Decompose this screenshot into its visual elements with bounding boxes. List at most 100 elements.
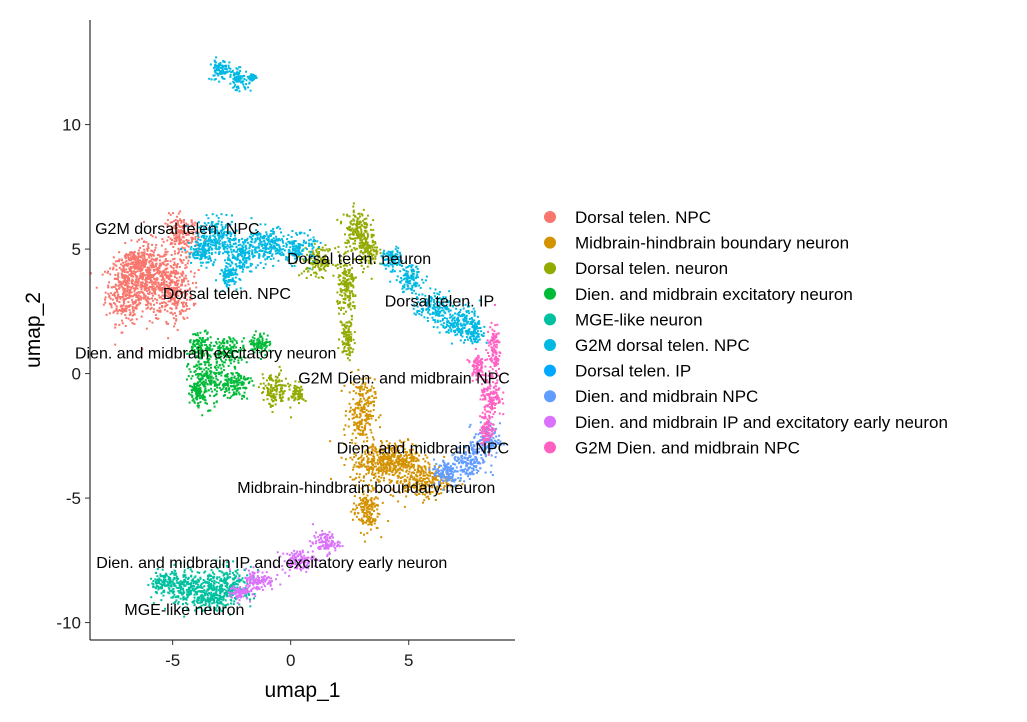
- data-point: [234, 387, 237, 390]
- data-point: [356, 425, 359, 428]
- data-point: [131, 270, 134, 273]
- data-point: [262, 387, 265, 390]
- data-point: [146, 303, 149, 306]
- data-point: [132, 261, 135, 264]
- data-point: [390, 448, 393, 451]
- data-point: [355, 504, 358, 507]
- data-point: [189, 583, 192, 586]
- data-point: [358, 503, 361, 506]
- data-point: [351, 227, 354, 230]
- data-point: [150, 274, 153, 277]
- data-point: [259, 334, 262, 337]
- data-point: [371, 246, 374, 249]
- data-point: [431, 472, 434, 475]
- data-point: [228, 337, 231, 340]
- data-point: [164, 253, 167, 256]
- data-point: [130, 280, 133, 283]
- data-point: [197, 590, 200, 593]
- data-point: [414, 492, 417, 495]
- data-point: [370, 244, 373, 247]
- data-point: [252, 341, 255, 344]
- data-point: [190, 579, 193, 582]
- data-point: [174, 291, 177, 294]
- data-point: [151, 266, 154, 269]
- data-point: [298, 387, 301, 390]
- data-point: [385, 447, 388, 450]
- data-point: [135, 259, 138, 262]
- data-point: [371, 471, 374, 474]
- data-point: [135, 285, 138, 288]
- data-point: [171, 313, 174, 316]
- data-point: [193, 401, 196, 404]
- data-point: [104, 301, 107, 304]
- data-point: [431, 476, 434, 479]
- data-point: [313, 265, 316, 268]
- data-point: [217, 63, 220, 66]
- data-point: [360, 246, 363, 249]
- data-point: [274, 382, 277, 385]
- data-point: [349, 331, 352, 334]
- data-point: [146, 292, 149, 295]
- data-point: [215, 364, 218, 367]
- data-point: [214, 65, 217, 68]
- data-point: [305, 268, 308, 271]
- data-point: [195, 343, 198, 346]
- data-point: [150, 306, 153, 309]
- data-point: [281, 387, 284, 390]
- data-point: [212, 600, 215, 603]
- data-point: [201, 351, 204, 354]
- data-point: [193, 228, 196, 231]
- data-point: [353, 331, 356, 334]
- data-point: [190, 219, 193, 222]
- data-point: [352, 508, 355, 511]
- data-point: [183, 247, 186, 250]
- data-point: [178, 276, 181, 279]
- data-point: [114, 323, 117, 326]
- data-point: [353, 246, 356, 249]
- data-point: [275, 389, 278, 392]
- data-point: [240, 588, 243, 591]
- data-point: [281, 390, 284, 393]
- data-point: [228, 358, 231, 361]
- data-point: [156, 317, 159, 320]
- data-point: [366, 237, 369, 240]
- data-point: [184, 290, 187, 293]
- data-point: [204, 600, 207, 603]
- data-point: [169, 283, 172, 286]
- data-point: [353, 456, 356, 459]
- data-point: [200, 353, 203, 356]
- data-point: [342, 335, 345, 338]
- data-point: [425, 473, 428, 476]
- data-point: [180, 272, 183, 275]
- data-point: [342, 283, 345, 286]
- data-point: [340, 289, 343, 292]
- data-point: [146, 247, 149, 250]
- data-point: [374, 475, 377, 478]
- data-point: [210, 383, 213, 386]
- data-point: [418, 469, 421, 472]
- data-point: [216, 577, 219, 580]
- data-point: [142, 274, 145, 277]
- data-point: [200, 582, 203, 585]
- data-point: [167, 300, 170, 303]
- data-point: [215, 586, 218, 589]
- data-point: [370, 253, 373, 256]
- data-point: [191, 587, 194, 590]
- data-point: [370, 521, 373, 524]
- data-point: [344, 458, 347, 461]
- data-point: [164, 607, 167, 610]
- data-point: [193, 588, 196, 591]
- data-point: [388, 456, 391, 459]
- data-point: [198, 363, 201, 366]
- data-point: [146, 283, 149, 286]
- data-point: [160, 244, 163, 247]
- data-point: [365, 246, 368, 249]
- data-point: [354, 276, 357, 279]
- data-point: [223, 77, 226, 80]
- data-point: [107, 270, 110, 273]
- data-point: [132, 311, 135, 314]
- data-point: [209, 336, 212, 339]
- data-point: [174, 218, 177, 221]
- data-point: [204, 387, 207, 390]
- data-point: [147, 278, 150, 281]
